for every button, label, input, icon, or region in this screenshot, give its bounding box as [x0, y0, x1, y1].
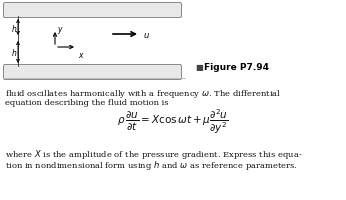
Text: tion in nondimensional form using $h$ and $\omega$ as reference parameters.: tion in nondimensional form using $h$ an…: [5, 158, 298, 171]
Text: $x$: $x$: [78, 51, 85, 60]
Text: where $X$ is the amplitude of the pressure gradient. Express this equa-: where $X$ is the amplitude of the pressu…: [5, 147, 302, 160]
Text: $\rho\,\dfrac{\partial u}{\partial t} = X\cos\omega t + \mu\dfrac{\partial^2 u}{: $\rho\,\dfrac{\partial u}{\partial t} = …: [117, 107, 229, 136]
Text: equation describing the fluid motion is: equation describing the fluid motion is: [5, 99, 169, 106]
Text: ■: ■: [195, 63, 203, 72]
FancyBboxPatch shape: [3, 3, 182, 18]
Text: $y$: $y$: [57, 24, 64, 35]
Text: $u$: $u$: [143, 30, 150, 39]
Text: fluid oscillates harmonically with a frequency $\omega$. The differential: fluid oscillates harmonically with a fre…: [5, 88, 281, 100]
Text: $h$: $h$: [11, 47, 17, 58]
Text: $h$: $h$: [11, 22, 17, 33]
Text: Figure P7.94: Figure P7.94: [204, 63, 269, 72]
FancyBboxPatch shape: [3, 65, 182, 80]
